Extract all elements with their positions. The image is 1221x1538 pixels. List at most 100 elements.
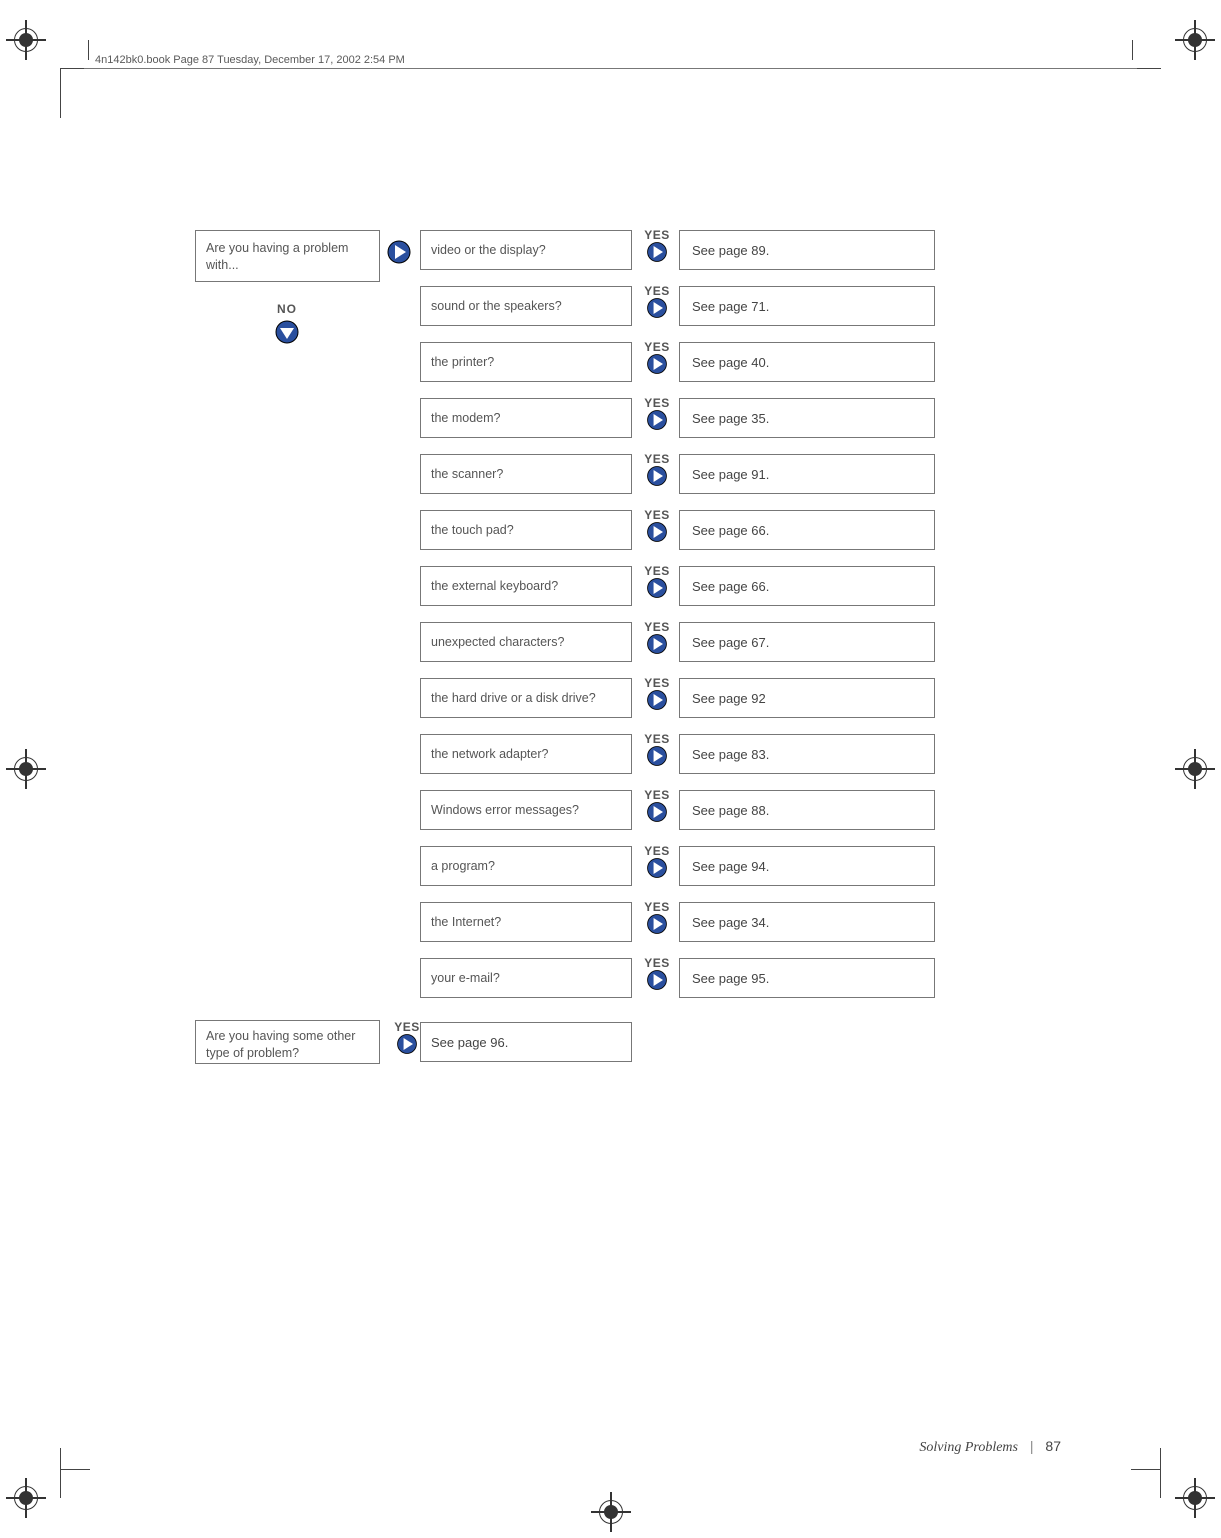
- yes-arrow-block: YES: [635, 396, 679, 432]
- footer-section: Solving Problems: [919, 1440, 1018, 1455]
- arrow-right-icon: [385, 238, 413, 266]
- flow-answer-text: See page 95.: [692, 971, 769, 986]
- flow-answer-text: See page 67.: [692, 635, 769, 650]
- flow-answer-box: See page 66.: [679, 566, 935, 606]
- flow-answer-box: See page 89.: [679, 230, 935, 270]
- flow-answer-box: See page 88.: [679, 790, 935, 830]
- yes-arrow-block: YES: [635, 788, 679, 824]
- registration-mark: [1175, 20, 1215, 60]
- yes-arrow-block: YES: [635, 676, 679, 712]
- flow-answer-text: See page 92: [692, 691, 766, 706]
- flow-question-box: video or the display?: [420, 230, 632, 270]
- registration-mark: [6, 1478, 46, 1518]
- flow-question-text: a program?: [431, 859, 495, 873]
- arrow-right-icon: [645, 355, 669, 372]
- footer-separator: |: [1030, 1438, 1034, 1454]
- flow-question-text: the hard drive or a disk drive?: [431, 691, 596, 705]
- flow-answer-text: See page 91.: [692, 467, 769, 482]
- flow-answer-box: See page 34.: [679, 902, 935, 942]
- running-head: 4n142bk0.book Page 87 Tuesday, December …: [95, 54, 411, 66]
- page-footer: Solving Problems | 87: [919, 1438, 1061, 1456]
- arrow-right-icon: [645, 467, 669, 484]
- flow-answer-box: See page 92: [679, 678, 935, 718]
- flow-question-box: your e-mail?: [420, 958, 632, 998]
- flow-question-text: the modem?: [431, 411, 500, 425]
- flow-answer-text: See page 66.: [692, 523, 769, 538]
- arrow-right-icon: [645, 299, 669, 316]
- flow-question-box: the scanner?: [420, 454, 632, 494]
- yes-arrow-block: YES: [635, 620, 679, 656]
- arrow-right-icon: [645, 243, 669, 260]
- header-rule: [84, 68, 1137, 69]
- arrow-right-icon: [645, 803, 669, 820]
- yes-arrow-block: YES: [635, 284, 679, 320]
- yes-arrow-block: YES: [635, 452, 679, 488]
- flow-question-text: the Internet?: [431, 915, 501, 929]
- crop-tick: [88, 40, 89, 60]
- flow-question-box: Windows error messages?: [420, 790, 632, 830]
- flow-other-problem-box: Are you having some other type of proble…: [195, 1020, 380, 1064]
- yes-arrow-block: YES: [635, 508, 679, 544]
- flow-question-text: the network adapter?: [431, 747, 548, 761]
- crop-tick: [60, 1469, 90, 1470]
- yes-arrow-block: YES: [635, 844, 679, 880]
- yes-arrow-block: YES: [635, 956, 679, 992]
- flow-answer-text: See page 34.: [692, 915, 769, 930]
- flow-other-answer-text: See page 96.: [431, 1035, 508, 1050]
- flow-question-box: the Internet?: [420, 902, 632, 942]
- flow-question-text: unexpected characters?: [431, 635, 564, 649]
- yes-arrow-block: YES: [635, 732, 679, 768]
- flow-question-box: a program?: [420, 846, 632, 886]
- flow-question-text: Windows error messages?: [431, 803, 579, 817]
- registration-mark: [591, 1492, 631, 1532]
- yes-arrow-block: YES: [635, 228, 679, 264]
- yes-arrow-block: YES: [635, 900, 679, 936]
- flow-answer-box: See page 95.: [679, 958, 935, 998]
- arrow-right-icon: [645, 411, 669, 428]
- flow-question-box: sound or the speakers?: [420, 286, 632, 326]
- flow-question-text: the scanner?: [431, 467, 503, 481]
- flow-answer-text: See page 94.: [692, 859, 769, 874]
- flow-question-box: unexpected characters?: [420, 622, 632, 662]
- flow-question-box: the printer?: [420, 342, 632, 382]
- arrow-right-icon: [645, 691, 669, 708]
- flow-question-text: the printer?: [431, 355, 494, 369]
- arrow-right-icon: [645, 915, 669, 932]
- flow-start-text: Are you having a problem with...: [206, 241, 348, 272]
- flow-other-answer-box: See page 96.: [420, 1022, 632, 1062]
- flow-answer-text: See page 71.: [692, 299, 769, 314]
- no-label: NO: [277, 302, 297, 316]
- flow-answer-text: See page 89.: [692, 243, 769, 258]
- arrow-right-icon: [645, 635, 669, 652]
- flow-question-box: the hard drive or a disk drive?: [420, 678, 632, 718]
- flow-answer-text: See page 35.: [692, 411, 769, 426]
- arrow-right-icon: [395, 1035, 419, 1052]
- flow-answer-text: See page 88.: [692, 803, 769, 818]
- flow-question-text: the external keyboard?: [431, 579, 558, 593]
- flow-answer-box: See page 67.: [679, 622, 935, 662]
- arrow-right-icon: [645, 747, 669, 764]
- crop-tick: [60, 68, 61, 118]
- arrow-right-icon: [645, 859, 669, 876]
- flow-answer-box: See page 91.: [679, 454, 935, 494]
- flow-other-problem-text: Are you having some other type of proble…: [206, 1029, 355, 1060]
- registration-mark: [1175, 749, 1215, 789]
- flow-question-box: the touch pad?: [420, 510, 632, 550]
- flow-answer-text: See page 66.: [692, 579, 769, 594]
- crop-tick: [1132, 40, 1133, 60]
- arrow-right-icon: [645, 523, 669, 540]
- flow-answer-box: See page 83.: [679, 734, 935, 774]
- registration-mark: [6, 749, 46, 789]
- flow-start-box: Are you having a problem with...: [195, 230, 380, 282]
- yes-arrow-block: YES: [635, 564, 679, 600]
- flow-question-text: sound or the speakers?: [431, 299, 562, 313]
- flow-answer-box: See page 35.: [679, 398, 935, 438]
- flow-answer-text: See page 40.: [692, 355, 769, 370]
- arrow-down-icon: [273, 318, 301, 346]
- flow-answer-text: See page 83.: [692, 747, 769, 762]
- arrow-right-icon: [645, 971, 669, 988]
- arrow-right-icon: [645, 579, 669, 596]
- flow-question-box: the network adapter?: [420, 734, 632, 774]
- flow-question-text: your e-mail?: [431, 971, 500, 985]
- footer-page-number: 87: [1045, 1438, 1061, 1454]
